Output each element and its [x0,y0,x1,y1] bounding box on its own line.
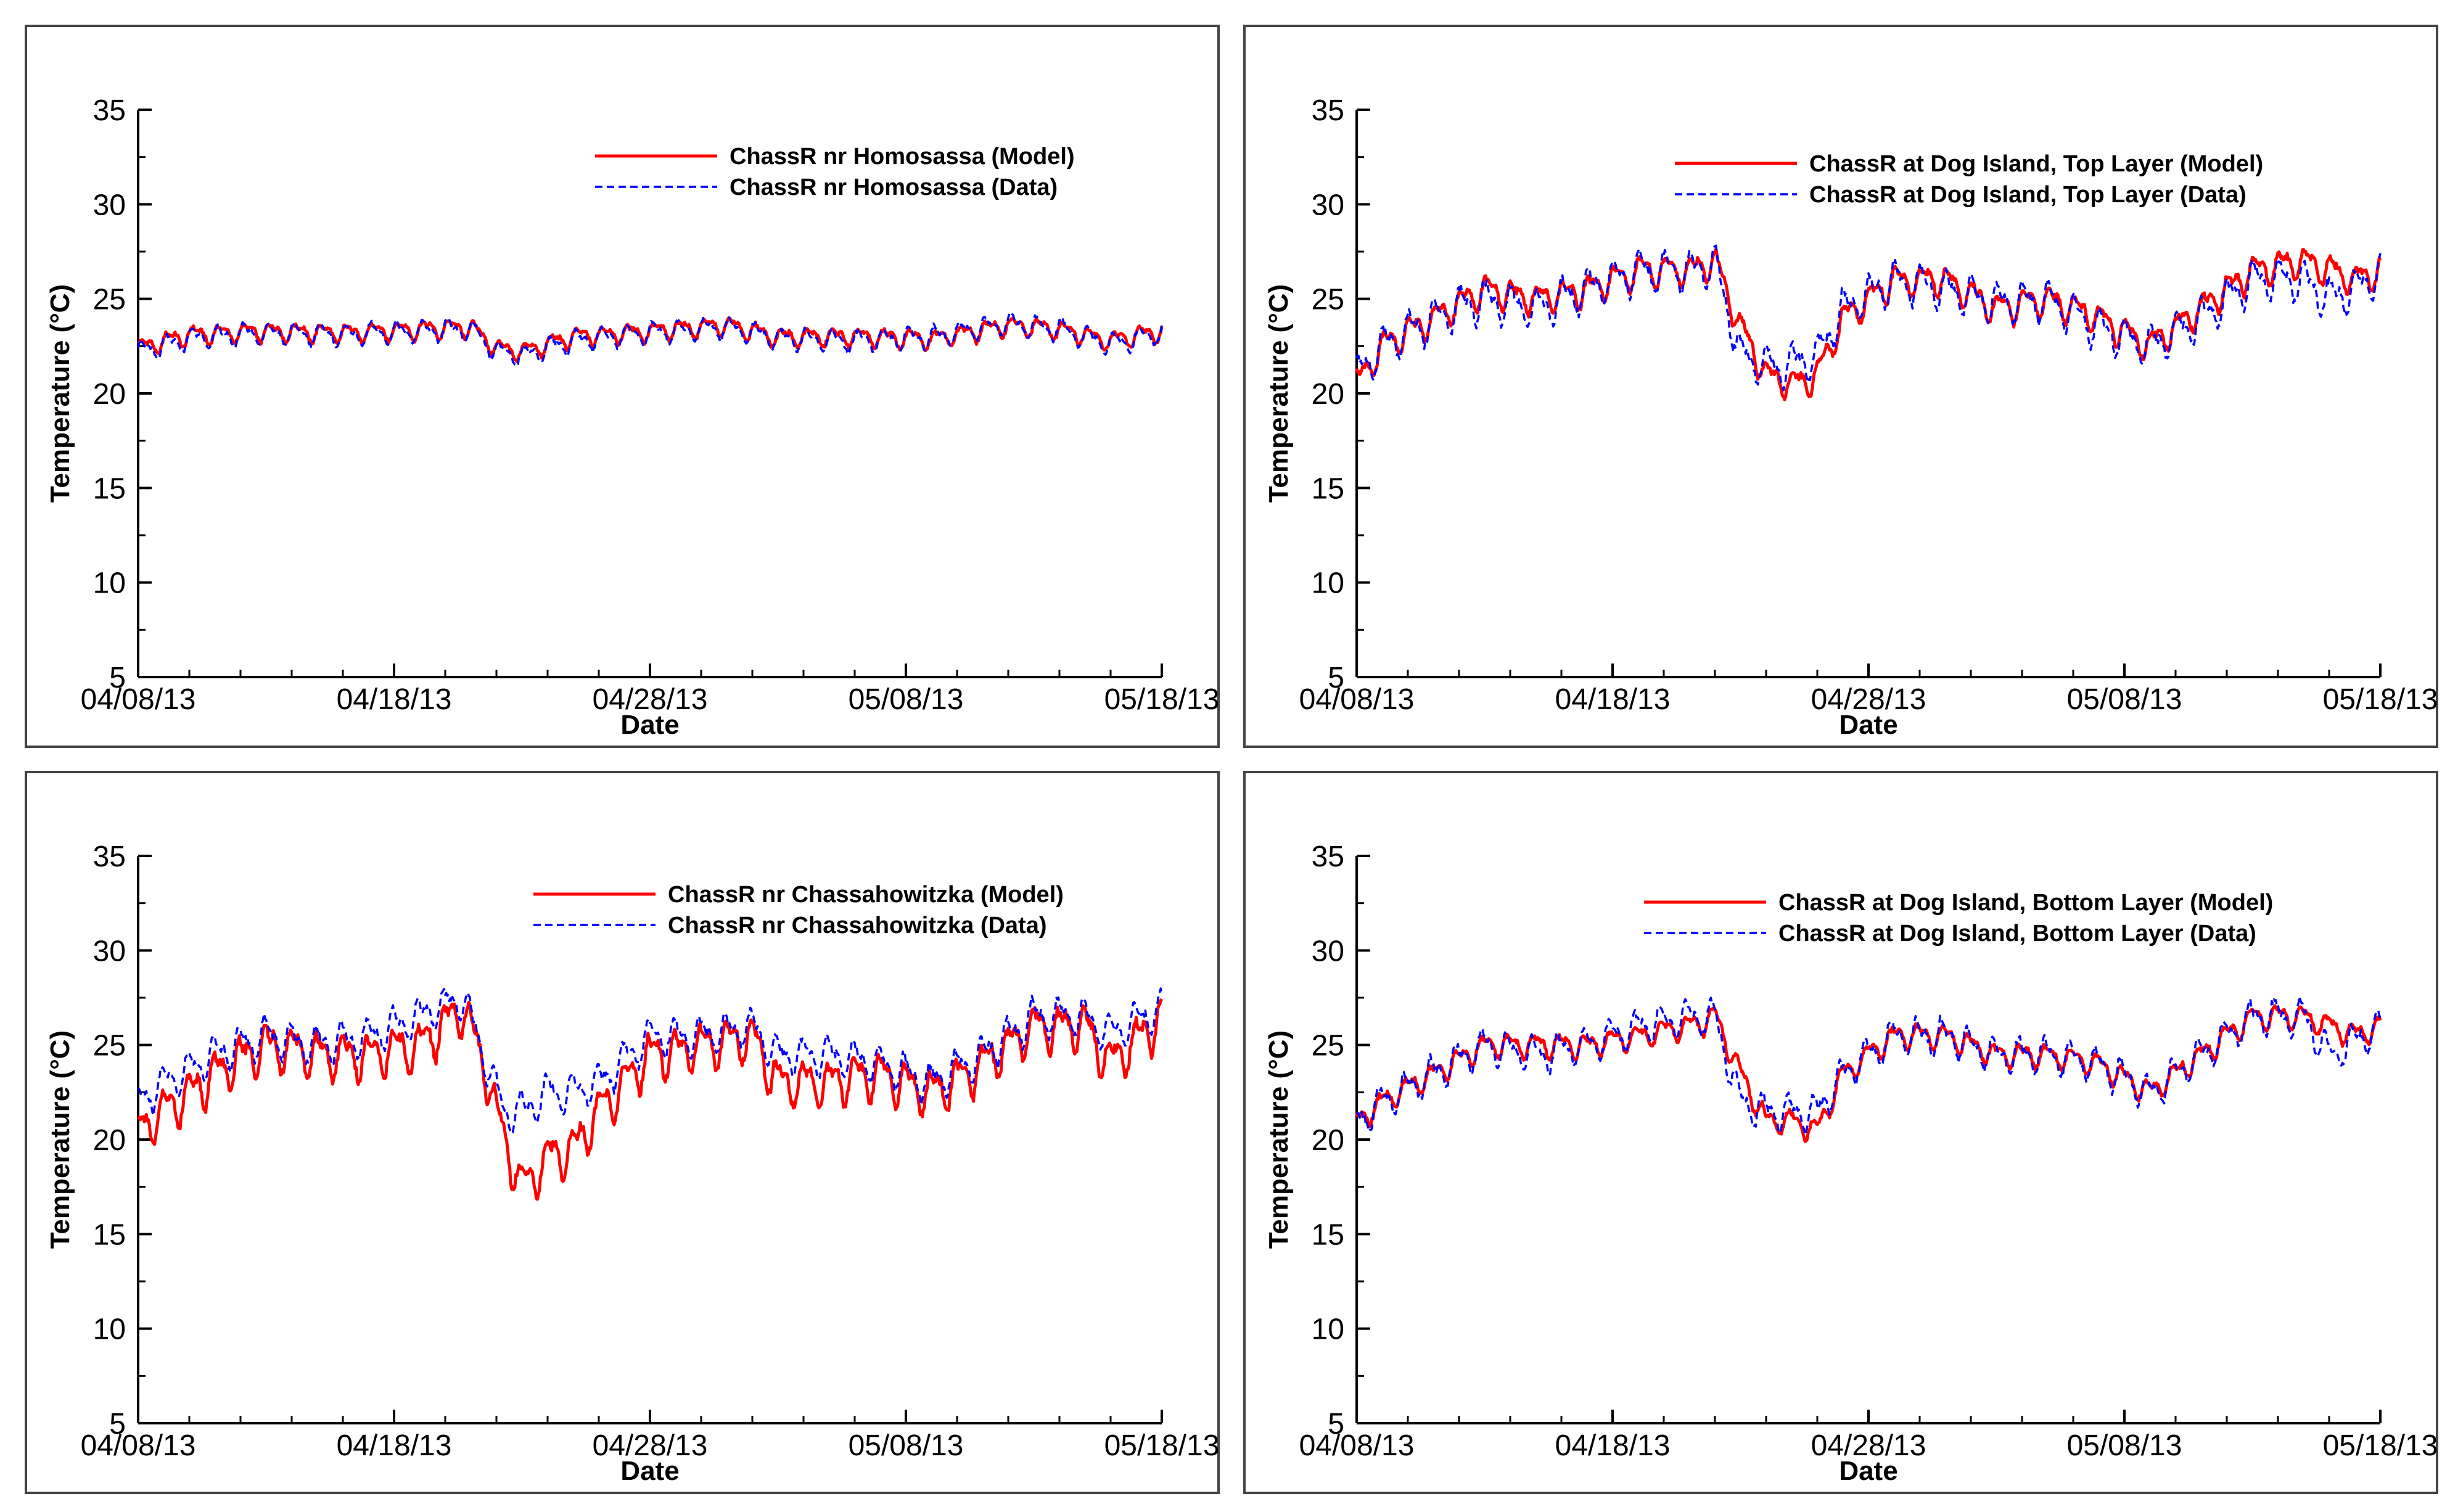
model-series-line [1355,247,2382,401]
x-tick-label: 05/08/13 [2067,1429,2182,1462]
chart-svg: 5 10 15 20 25 30 35 04/08/13 04/18/13 04/28/13 05/… [45,840,1220,1486]
x-tick-label: 04/08/13 [1299,1429,1415,1462]
y-tick-label: 25 [93,1030,126,1062]
y-tick-label: 20 [1312,1124,1344,1157]
y-tick-label: 5 [109,662,126,694]
y-axis-title: Temperature (°C) [45,1030,75,1249]
y-tick-label: 25 [1312,284,1344,316]
x-axis-title: Date [1839,1456,1897,1486]
model-series-line [1355,1004,2382,1143]
x-tick-label: 04/18/13 [337,683,452,716]
model-series-line [136,998,1164,1201]
legend-label: ChassR nr Chassahowitzka (Data) [668,913,1047,939]
y-tick-label: 5 [109,1408,126,1440]
x-tick-label: 05/18/13 [1104,683,1220,716]
y-tick-label: 25 [93,284,126,316]
legend-label: ChassR at Dog Island, Bottom Layer (Data… [1778,921,2256,947]
legend-label: ChassR at Dog Island, Top Layer (Model) [1809,151,2263,177]
x-tick-label: 04/18/13 [337,1429,452,1462]
y-axis-title: Temperature (°C) [1264,284,1294,503]
chart-panel-chassahowitzka: 5 10 15 20 25 30 35 04/08/13 04/18/13 04/28/13 05/… [25,771,1220,1494]
y-tick-label: 20 [93,378,126,411]
y-tick-label: 10 [93,567,126,600]
chart-panel-dog-island-top: 5 10 15 20 25 30 35 04/08/13 04/18/13 04/28/13 05/… [1243,25,2438,748]
chart-svg: 5 10 15 20 25 30 35 04/08/13 04/18/13 04/28/13 05/… [1264,840,2438,1486]
x-axis-title: Date [620,1456,679,1486]
y-tick-label: 30 [1312,935,1344,968]
x-axis-title: Date [620,710,679,740]
legend-label: ChassR nr Chassahowitzka (Model) [668,882,1064,908]
data-series-line [1355,244,2382,392]
y-axis-title: Temperature (°C) [1264,1030,1294,1249]
x-tick-label: 05/08/13 [849,1429,964,1462]
y-axis-title: Temperature (°C) [45,284,75,503]
y-tick-label: 35 [93,840,126,873]
x-tick-label: 04/28/13 [1811,683,1926,716]
y-tick-label: 15 [1312,472,1344,505]
y-tick-label: 10 [93,1313,126,1346]
x-tick-label: 04/18/13 [1555,1429,1671,1462]
x-tick-label: 05/08/13 [849,683,964,716]
legend-label: ChassR at Dog Island, Top Layer (Data) [1809,182,2247,208]
x-tick-label: 04/28/13 [1811,1429,1926,1462]
y-tick-label: 20 [93,1124,126,1157]
legend-label: ChassR at Dog Island, Bottom Layer (Mode… [1778,890,2273,916]
x-tick-label: 05/18/13 [2323,1429,2438,1462]
data-series-line [137,987,1163,1135]
model-series-line [136,316,1164,363]
legend-label: ChassR nr Homosassa (Data) [730,175,1058,200]
y-tick-label: 15 [93,472,126,505]
y-tick-label: 30 [93,935,126,968]
x-tick-label: 04/08/13 [81,683,196,716]
legend-label: ChassR nr Homosassa (Model) [730,144,1075,170]
y-tick-label: 25 [1312,1030,1344,1062]
chart-svg: 5 10 15 20 25 30 35 04/08/13 04/18/13 04/28/13 05/… [1264,94,2438,740]
y-tick-label: 20 [1312,378,1344,411]
y-tick-label: 10 [1312,567,1344,600]
y-tick-label: 35 [1312,94,1344,127]
chart-panel-dog-island-bottom: 5 10 15 20 25 30 35 04/08/13 04/18/13 04/28/13 05/… [1243,771,2438,1494]
data-series-line [1355,995,2382,1136]
y-tick-label: 15 [93,1218,126,1251]
x-tick-label: 05/18/13 [2323,683,2438,716]
y-tick-label: 10 [1312,1313,1344,1346]
y-tick-label: 30 [1312,189,1344,221]
x-tick-label: 05/18/13 [1104,1429,1220,1462]
data-series-line [137,311,1163,368]
y-tick-label: 35 [1312,840,1344,873]
x-tick-label: 04/08/13 [81,1429,196,1462]
y-tick-label: 15 [1312,1218,1344,1251]
x-tick-label: 04/28/13 [593,683,708,716]
chart-svg: 5 10 15 20 25 30 35 04/08/13 04/18/13 04/28/13 05/… [45,94,1220,740]
y-tick-label: 5 [1328,1408,1344,1440]
y-tick-label: 35 [93,94,126,127]
y-tick-label: 30 [93,189,126,221]
x-axis-title: Date [1839,710,1897,740]
x-tick-label: 04/28/13 [593,1429,708,1462]
x-tick-label: 04/18/13 [1555,683,1671,716]
x-tick-label: 05/08/13 [2067,683,2182,716]
chart-panel-homosassa: 5 10 15 20 25 30 35 04/08/13 04/18/13 04/28/13 05/… [25,25,1220,748]
x-tick-label: 04/08/13 [1299,683,1415,716]
y-tick-label: 5 [1328,662,1344,694]
